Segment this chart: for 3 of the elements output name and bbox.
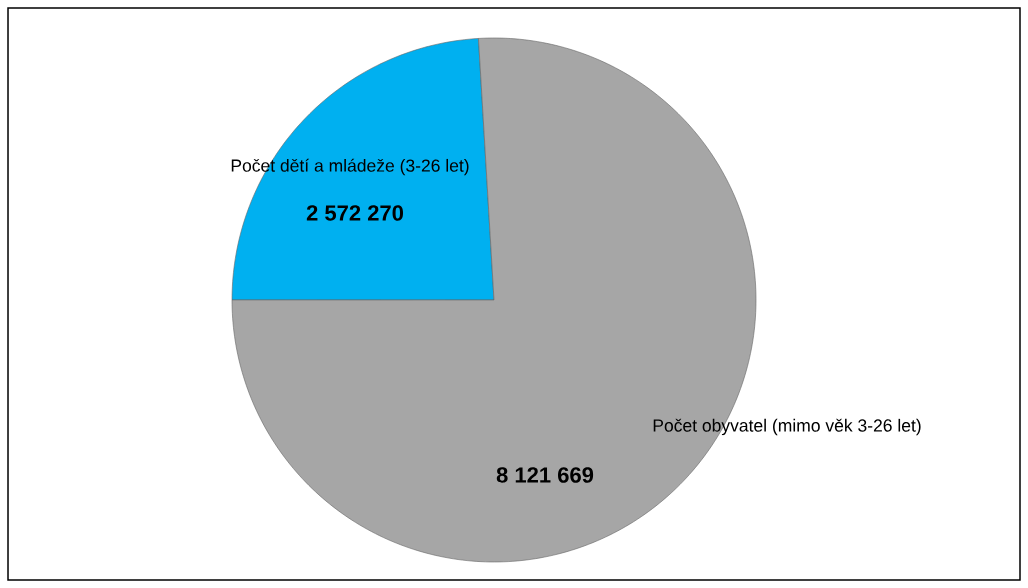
data-label: 2 572 270: [306, 205, 404, 221]
data-label: 8 121 669: [496, 467, 594, 483]
slice-label: Počet obyvatel (mimo věk 3-26 let): [653, 418, 921, 436]
